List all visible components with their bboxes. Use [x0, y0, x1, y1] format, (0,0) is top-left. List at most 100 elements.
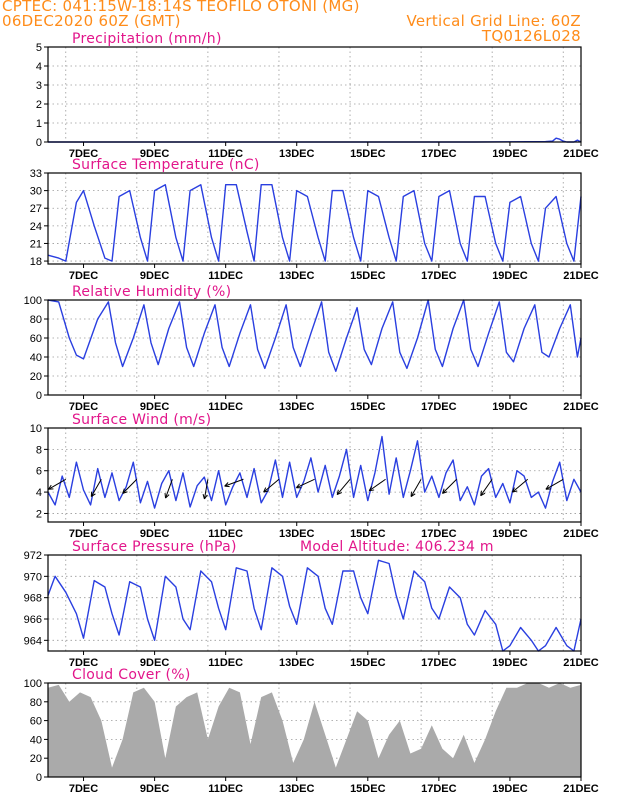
- humidity-xtick-label: 13DEC: [279, 401, 315, 413]
- wind-arrow-shaft: [296, 478, 315, 489]
- wind-ytick-label: 6: [36, 466, 42, 478]
- wind-arrow: [545, 478, 564, 490]
- humidity-xtick-label: 19DEC: [492, 401, 528, 413]
- wind-arrow-head: [202, 494, 205, 500]
- header-station: CPTEC: 041:15W-18:14S TEOFILO OTONI (MG): [2, 0, 360, 15]
- wind-arrow-shaft: [545, 478, 564, 490]
- wind-arrow-head: [263, 490, 269, 493]
- precipitation-ytick-label: 3: [36, 80, 42, 92]
- wind-arrow-shaft: [165, 479, 173, 499]
- cloud-cover-xtick-label: 21DEC: [563, 783, 599, 795]
- temperature-ytick-label: 24: [30, 221, 42, 233]
- wind-xtick-label: 7DEC: [69, 528, 98, 540]
- temperature-xtick-label: 7DEC: [69, 270, 98, 282]
- wind-arrow-shaft: [48, 478, 67, 490]
- pressure-xtick-label: 17DEC: [421, 657, 457, 669]
- cloud-cover-xtick-label: 13DEC: [279, 783, 315, 795]
- cloud-cover-xtick-label: 15DEC: [350, 783, 386, 795]
- temperature-frame: [47, 172, 582, 265]
- cloud-cover-xtick-label: 17DEC: [421, 783, 457, 795]
- header-model-id: TQ0126L028: [481, 27, 581, 45]
- wind-arrow-head: [410, 493, 416, 498]
- humidity-frame: [47, 299, 582, 396]
- wind-arrow-head: [480, 492, 486, 497]
- wind-arrow-shaft: [368, 478, 386, 492]
- pressure-ytick-label: 972: [24, 550, 42, 562]
- wind-arrow: [336, 478, 351, 496]
- pressure-xtick-label: 9DEC: [140, 657, 169, 669]
- wind-xtick-label: 9DEC: [140, 528, 169, 540]
- wind-arrow: [202, 479, 209, 500]
- pressure-ytick-label: 964: [24, 635, 42, 647]
- temperature-xtick-label: 17DEC: [421, 270, 457, 282]
- wind-panel: 2 4 6 8 10 7DEC 9DEC 11DEC 13DEC 15DEC 17DEC 19DEC 2…: [30, 412, 599, 540]
- precipitation-ytick-label: 4: [36, 61, 42, 73]
- wind-arrow: [295, 478, 315, 489]
- temperature-ytick-label: 21: [30, 238, 42, 250]
- wind-title: Surface Wind (m/s): [72, 412, 211, 428]
- precipitation-ytick-label: 1: [36, 118, 42, 130]
- precipitation-xtick-label: 11DEC: [208, 148, 243, 160]
- wind-arrow-shaft: [336, 478, 351, 495]
- wind-arrow-head: [263, 487, 267, 493]
- temperature-title: Surface Temperature (nC): [72, 157, 260, 173]
- precipitation-xtick-label: 17DEC: [421, 148, 457, 160]
- wind-arrow-shaft: [90, 479, 102, 497]
- humidity-ytick-label: 0: [36, 390, 42, 402]
- wind-arrow-head: [369, 489, 375, 492]
- wind-arrow-shaft: [442, 478, 457, 494]
- wind-xtick-label: 15DEC: [350, 528, 386, 540]
- wind-xtick-label: 21DEC: [563, 528, 599, 540]
- temperature-ytick-label: 33: [30, 168, 42, 180]
- wind-ytick-label: 10: [30, 423, 42, 435]
- pressure-xtick-label: 15DEC: [350, 657, 386, 669]
- wind-arrow-head: [512, 490, 518, 493]
- humidity-xtick-label: 15DEC: [350, 401, 386, 413]
- humidity-series-line: [47, 299, 582, 372]
- header-grid-note: Vertical Grid Line: 60Z: [406, 12, 581, 30]
- cloud-cover-xtick-label: 11DEC: [208, 783, 243, 795]
- wind-arrow-shaft: [224, 478, 244, 487]
- precipitation-ytick-label: 2: [36, 99, 42, 111]
- cloud-cover-xtick-label: 19DEC: [492, 783, 528, 795]
- wind-arrow-head: [224, 485, 230, 488]
- pressure-title: Surface Pressure (hPa): [72, 539, 237, 555]
- wind-arrow-head: [164, 493, 167, 499]
- temperature-xtick-label: 15DEC: [350, 270, 386, 282]
- wind-arrow-shaft: [410, 479, 422, 497]
- humidity-panel: 0 20 40 60 80 100 7DEC 9DEC 11DEC 13DEC 15DEC 17DEC…: [24, 284, 599, 413]
- wind-arrow-head: [442, 488, 445, 494]
- wind-arrow: [368, 478, 386, 492]
- temperature-xtick-label: 19DEC: [492, 270, 528, 282]
- wind-arrow-shaft: [512, 478, 529, 493]
- wind-arrow-head: [48, 484, 52, 490]
- humidity-ytick-label: 60: [30, 333, 42, 345]
- temperature-xtick-label: 21DEC: [563, 270, 599, 282]
- precipitation-frame: [47, 46, 582, 143]
- cloud-cover-ytick-label: 100: [24, 678, 42, 690]
- temperature-xtick-label: 13DEC: [279, 270, 315, 282]
- precipitation-ytick-label: 0: [36, 137, 42, 149]
- cloud-cover-frame: [47, 682, 582, 778]
- pressure-xtick-label: 21DEC: [563, 657, 599, 669]
- precipitation-xtick-label: 19DEC: [492, 148, 528, 160]
- wind-arrow: [442, 478, 457, 494]
- humidity-ytick-label: 80: [30, 314, 42, 326]
- wind-arrow: [48, 478, 67, 490]
- humidity-ytick-label: 40: [30, 352, 42, 364]
- cloud-cover-ytick-label: 60: [30, 716, 42, 728]
- cloud-cover-ytick-label: 40: [30, 734, 42, 746]
- humidity-ytick-label: 100: [24, 295, 42, 307]
- humidity-xtick-label: 17DEC: [421, 401, 457, 413]
- pressure-xtick-label: 11DEC: [208, 657, 243, 669]
- wind-arrow: [511, 478, 529, 493]
- humidity-title: Relative Humidity (%): [72, 284, 231, 300]
- wind-arrow: [263, 478, 280, 493]
- wind-arrow-head: [511, 487, 515, 493]
- pressure-ytick-label: 968: [24, 593, 42, 605]
- humidity-xtick-label: 21DEC: [563, 401, 599, 413]
- wind-arrow-shaft: [122, 478, 138, 494]
- temperature-ytick-label: 30: [30, 186, 42, 198]
- pressure-xtick-label: 19DEC: [492, 657, 528, 669]
- pressure-xtick-label: 7DEC: [69, 657, 98, 669]
